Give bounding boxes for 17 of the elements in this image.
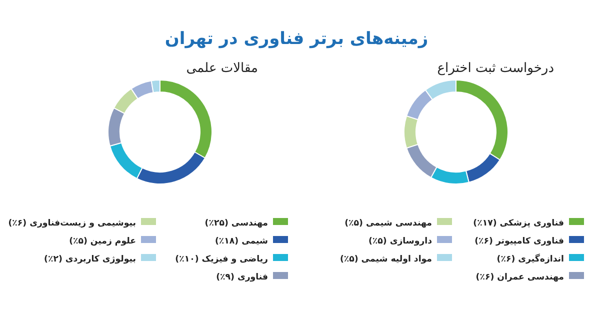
legend-label: فناوری پزشکی (۱۷٪) bbox=[473, 218, 564, 228]
legend-label: علوم زمین (۵٪) bbox=[69, 236, 136, 246]
legend-label: اندازه‌گیری (۶٪) bbox=[496, 254, 564, 264]
legend-label: مواد اولیه شیمی (۵٪) bbox=[340, 254, 432, 264]
chart-subtitle: درخواست ثبت اختراع bbox=[437, 61, 554, 76]
legend-label: بیولوژی کاربردی (۲٪) bbox=[44, 254, 136, 264]
legend-label: مهندسی (۲۵٪) bbox=[204, 218, 268, 228]
legend-label: مهندسی شیمی (۵٪) bbox=[344, 218, 432, 228]
legend-label: فناوری کامپیوتر (۶٪) bbox=[474, 236, 564, 246]
legend-label: بیوشیمی و زیست‌فناوری (۶٪) bbox=[8, 218, 136, 228]
legend-label: مهندسی عمران (۶٪) bbox=[476, 272, 564, 282]
legend-label: شیمی (۱۸٪) bbox=[214, 236, 268, 246]
legend-label: داروسازی (۵٪) bbox=[368, 236, 433, 246]
chart-subtitle: مقالات علمی bbox=[186, 61, 258, 76]
legend-label: ریاضی و فیزیک (۱۰٪) bbox=[175, 254, 268, 264]
chart-title: زمینه‌های برتر فناوری در تهران bbox=[164, 29, 428, 49]
legend-label: فناوری (۹٪) bbox=[216, 272, 268, 282]
